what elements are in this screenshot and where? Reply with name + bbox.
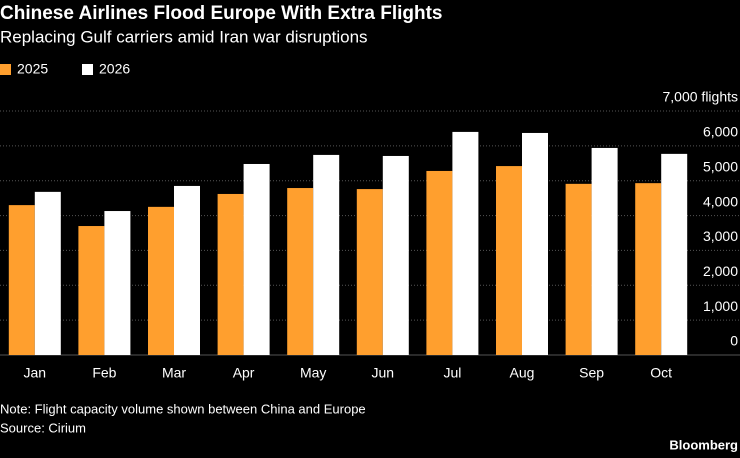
- bar: [174, 185, 200, 355]
- bar: [496, 166, 522, 355]
- bar: [356, 189, 383, 355]
- bar: [287, 188, 314, 355]
- x-tick-label: Jun: [372, 365, 395, 381]
- bar: [243, 163, 270, 355]
- x-tick-label: Oct: [650, 365, 672, 381]
- bar: [635, 183, 662, 355]
- bar: [34, 191, 61, 355]
- y-tick-label: 0: [730, 333, 738, 349]
- bar: [591, 147, 618, 355]
- x-tick-label: Mar: [162, 365, 186, 381]
- y-tick-label: 6,000: [703, 124, 738, 140]
- x-tick-label: Jan: [24, 365, 47, 381]
- y-tick-label: 5,000: [703, 158, 738, 174]
- x-tick-label: May: [300, 365, 326, 381]
- y-tick-label: 7,000 flights: [663, 89, 739, 105]
- bar: [104, 211, 131, 355]
- bar: [522, 132, 548, 355]
- bar: [313, 154, 340, 355]
- bar: [8, 205, 35, 355]
- bar: [78, 226, 105, 355]
- x-tick-label: Jul: [443, 365, 461, 381]
- bar: [217, 193, 244, 355]
- x-tick-label: Sep: [579, 365, 604, 381]
- note: Note: Flight capacity volume shown betwe…: [0, 401, 366, 416]
- y-tick-label: 3,000: [703, 228, 738, 244]
- y-tick-label: 1,000: [703, 298, 738, 314]
- bar: [426, 170, 453, 355]
- source: Source: Cirium: [0, 420, 86, 435]
- chart-subtitle: Replacing Gulf carriers amid Iran war di…: [0, 27, 368, 46]
- legend-swatch: [82, 64, 93, 75]
- bar: [661, 153, 688, 355]
- legend-label: 2025: [17, 61, 48, 77]
- y-tick-label: 4,000: [703, 193, 738, 209]
- bar: [452, 131, 479, 355]
- legend-swatch: [0, 64, 11, 75]
- bar: [565, 183, 592, 355]
- x-tick-label: Feb: [92, 365, 116, 381]
- brand: Bloomberg: [669, 437, 738, 452]
- bar: [382, 155, 409, 355]
- x-tick-label: Aug: [510, 365, 535, 381]
- legend-label: 2026: [99, 61, 130, 77]
- bar: [148, 206, 174, 355]
- y-tick-label: 2,000: [703, 263, 738, 279]
- x-tick-label: Apr: [233, 365, 255, 381]
- chart-title: Chinese Airlines Flood Europe With Extra…: [0, 3, 443, 24]
